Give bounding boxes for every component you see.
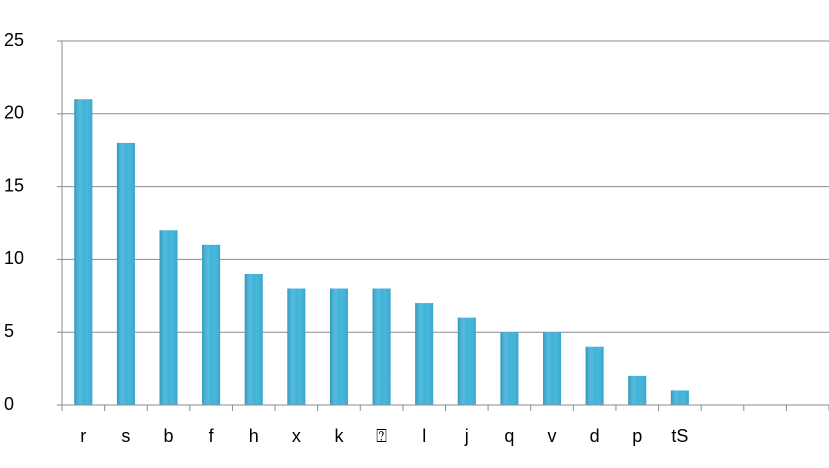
x-tick-label: p: [632, 426, 642, 446]
x-tick-label: q: [504, 426, 514, 446]
x-tick-label: l: [422, 426, 426, 446]
x-tick-label: ⍰: [376, 426, 387, 446]
x-tick-label: s: [121, 426, 130, 446]
bar-shade: [287, 289, 305, 405]
y-tick-label: 15: [4, 175, 24, 195]
y-tick-label: 10: [4, 248, 24, 268]
bar-shade: [415, 303, 433, 405]
x-tick-label: j: [464, 426, 469, 446]
x-tick-label: tS: [671, 426, 688, 446]
x-tick-label: h: [249, 426, 259, 446]
x-tick-label: v: [548, 426, 557, 446]
y-tick-label: 25: [4, 30, 24, 50]
x-tick-label: f: [209, 426, 215, 446]
chart: 0 5 10 15 20 25 r s b f h x k ⍰ l j q v d p tS: [0, 0, 829, 468]
bar-shade: [74, 99, 92, 405]
bar-shade: [245, 274, 263, 405]
bar-shade: [117, 143, 135, 405]
x-tick-label: r: [80, 426, 86, 446]
bar-shade: [586, 347, 604, 405]
bar-shade: [373, 289, 391, 405]
x-tick-label: b: [164, 426, 174, 446]
bar-shade: [160, 230, 178, 405]
bar-shade: [671, 390, 689, 405]
y-tick-label: 0: [4, 394, 14, 414]
x-tick-label: d: [590, 426, 600, 446]
x-tick-label: k: [334, 426, 344, 446]
bar-shade: [628, 376, 646, 405]
bar-shade: [500, 332, 518, 405]
bar-shade: [543, 332, 561, 405]
bar-shade: [458, 318, 476, 405]
y-tick-label: 20: [4, 103, 24, 123]
y-tick-label: 5: [4, 321, 14, 341]
bar-shade: [330, 289, 348, 405]
x-tick-label: x: [292, 426, 301, 446]
bar-shade: [202, 245, 220, 405]
